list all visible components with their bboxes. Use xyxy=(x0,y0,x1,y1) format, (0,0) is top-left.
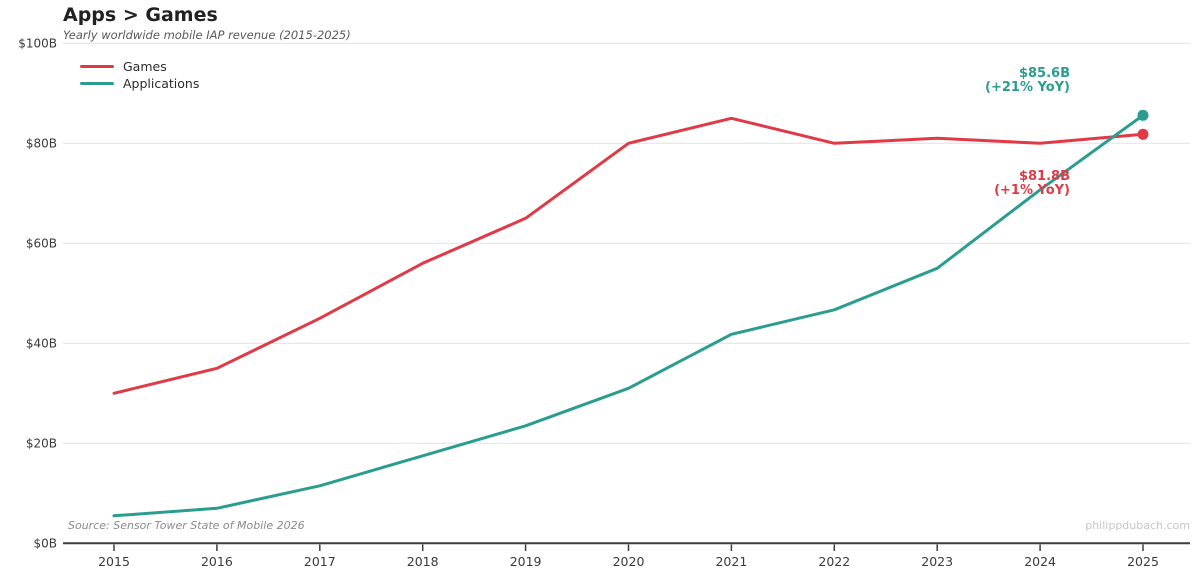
x-axis-label-2021: 2021 xyxy=(715,554,747,569)
applications-annotation-value: $85.6B xyxy=(1018,66,1070,81)
applications-annotation-yoy: (+21% YoY) xyxy=(985,80,1070,96)
games-annotation: $81.8B (+1% YoY) xyxy=(920,169,1070,199)
x-axis-label-2017: 2017 xyxy=(304,554,336,569)
watermark: philippdubach.com xyxy=(1085,519,1190,532)
endpoint-dot-applications xyxy=(1137,109,1149,121)
chart-title: Apps > Games xyxy=(63,4,218,26)
y-axis-label-40: $40B xyxy=(26,336,57,350)
x-axis-label-2025: 2025 xyxy=(1127,554,1159,569)
games-annotation-yoy: (+1% YoY) xyxy=(994,183,1070,199)
y-axis-label-80: $80B xyxy=(26,136,57,150)
legend-label-applications: Applications xyxy=(123,76,200,91)
x-axis-label-2020: 2020 xyxy=(613,554,645,569)
legend-item-applications: Applications xyxy=(80,75,199,92)
chart-subtitle: Yearly worldwide mobile IAP revenue (201… xyxy=(63,28,351,42)
y-axis-label-20: $20B xyxy=(26,436,57,450)
y-axis-label-60: $60B xyxy=(26,236,57,250)
legend: Games Applications xyxy=(80,58,199,92)
endpoint-dot-games xyxy=(1137,128,1149,140)
x-axis-label-2019: 2019 xyxy=(510,554,542,569)
applications-line-swatch xyxy=(80,82,114,85)
source-note: Source: Sensor Tower State of Mobile 202… xyxy=(68,519,305,532)
x-axis-label-2018: 2018 xyxy=(407,554,439,569)
applications-annotation: $85.6B (+21% YoY) xyxy=(920,66,1070,96)
x-axis-label-2024: 2024 xyxy=(1024,554,1056,569)
series-line-games xyxy=(112,116,1145,395)
games-annotation-value: $81.8B xyxy=(1018,169,1070,184)
x-axis-label-2015: 2015 xyxy=(98,554,130,569)
legend-item-games: Games xyxy=(80,58,199,75)
legend-label-games: Games xyxy=(123,59,167,74)
y-axis-label-100: $100B xyxy=(18,36,57,50)
y-axis-label-0: $0B xyxy=(33,536,57,550)
x-axis-label-2016: 2016 xyxy=(201,554,233,569)
x-axis-label-2023: 2023 xyxy=(921,554,953,569)
x-axis-label-2022: 2022 xyxy=(818,554,850,569)
games-line-swatch xyxy=(80,65,114,68)
series-line-applications xyxy=(112,113,1145,518)
